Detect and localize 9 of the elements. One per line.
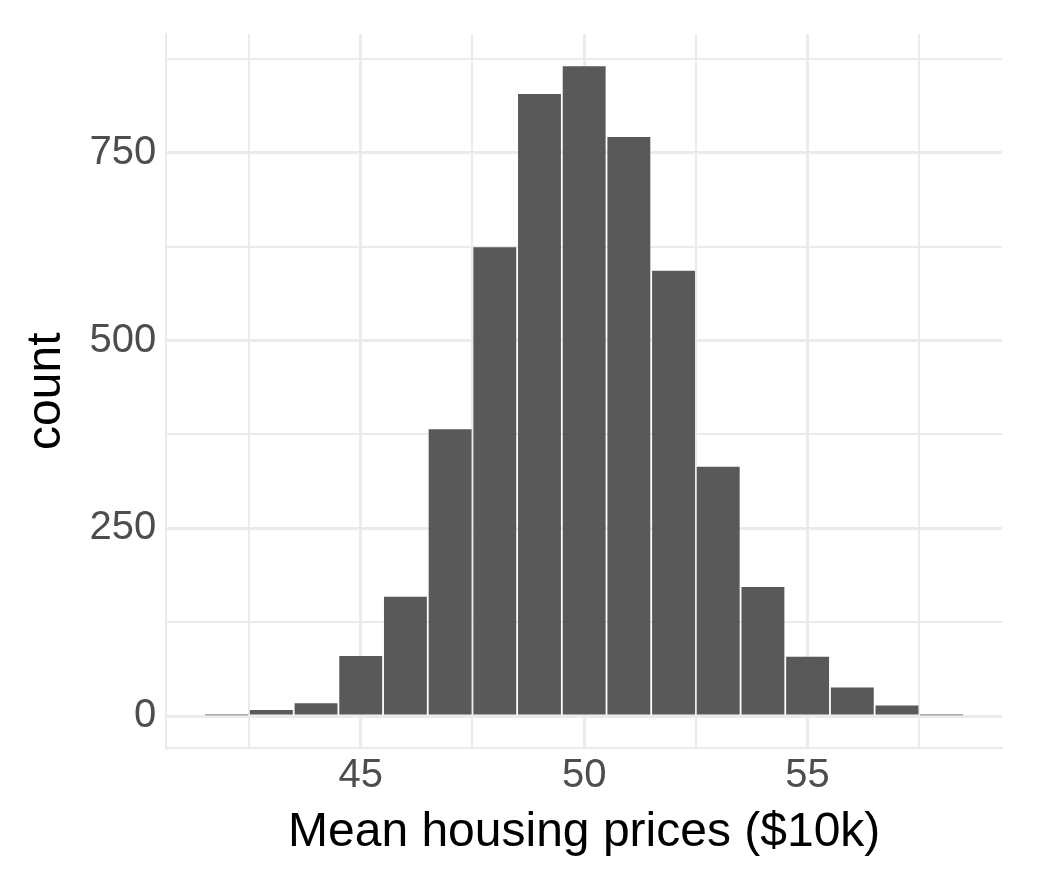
x-tick-label: 50 <box>561 751 607 796</box>
y-tick-label: 0 <box>134 691 157 736</box>
x-axis-title: Mean housing prices ($10k) <box>288 803 881 857</box>
y-tick-label: 750 <box>89 127 157 172</box>
x-tick-label: 45 <box>338 751 383 796</box>
y-axis-title: count <box>17 332 71 450</box>
y-tick-label: 500 <box>89 315 157 360</box>
y-tick-label: 250 <box>89 503 157 548</box>
x-tick-label: 55 <box>785 751 830 796</box>
